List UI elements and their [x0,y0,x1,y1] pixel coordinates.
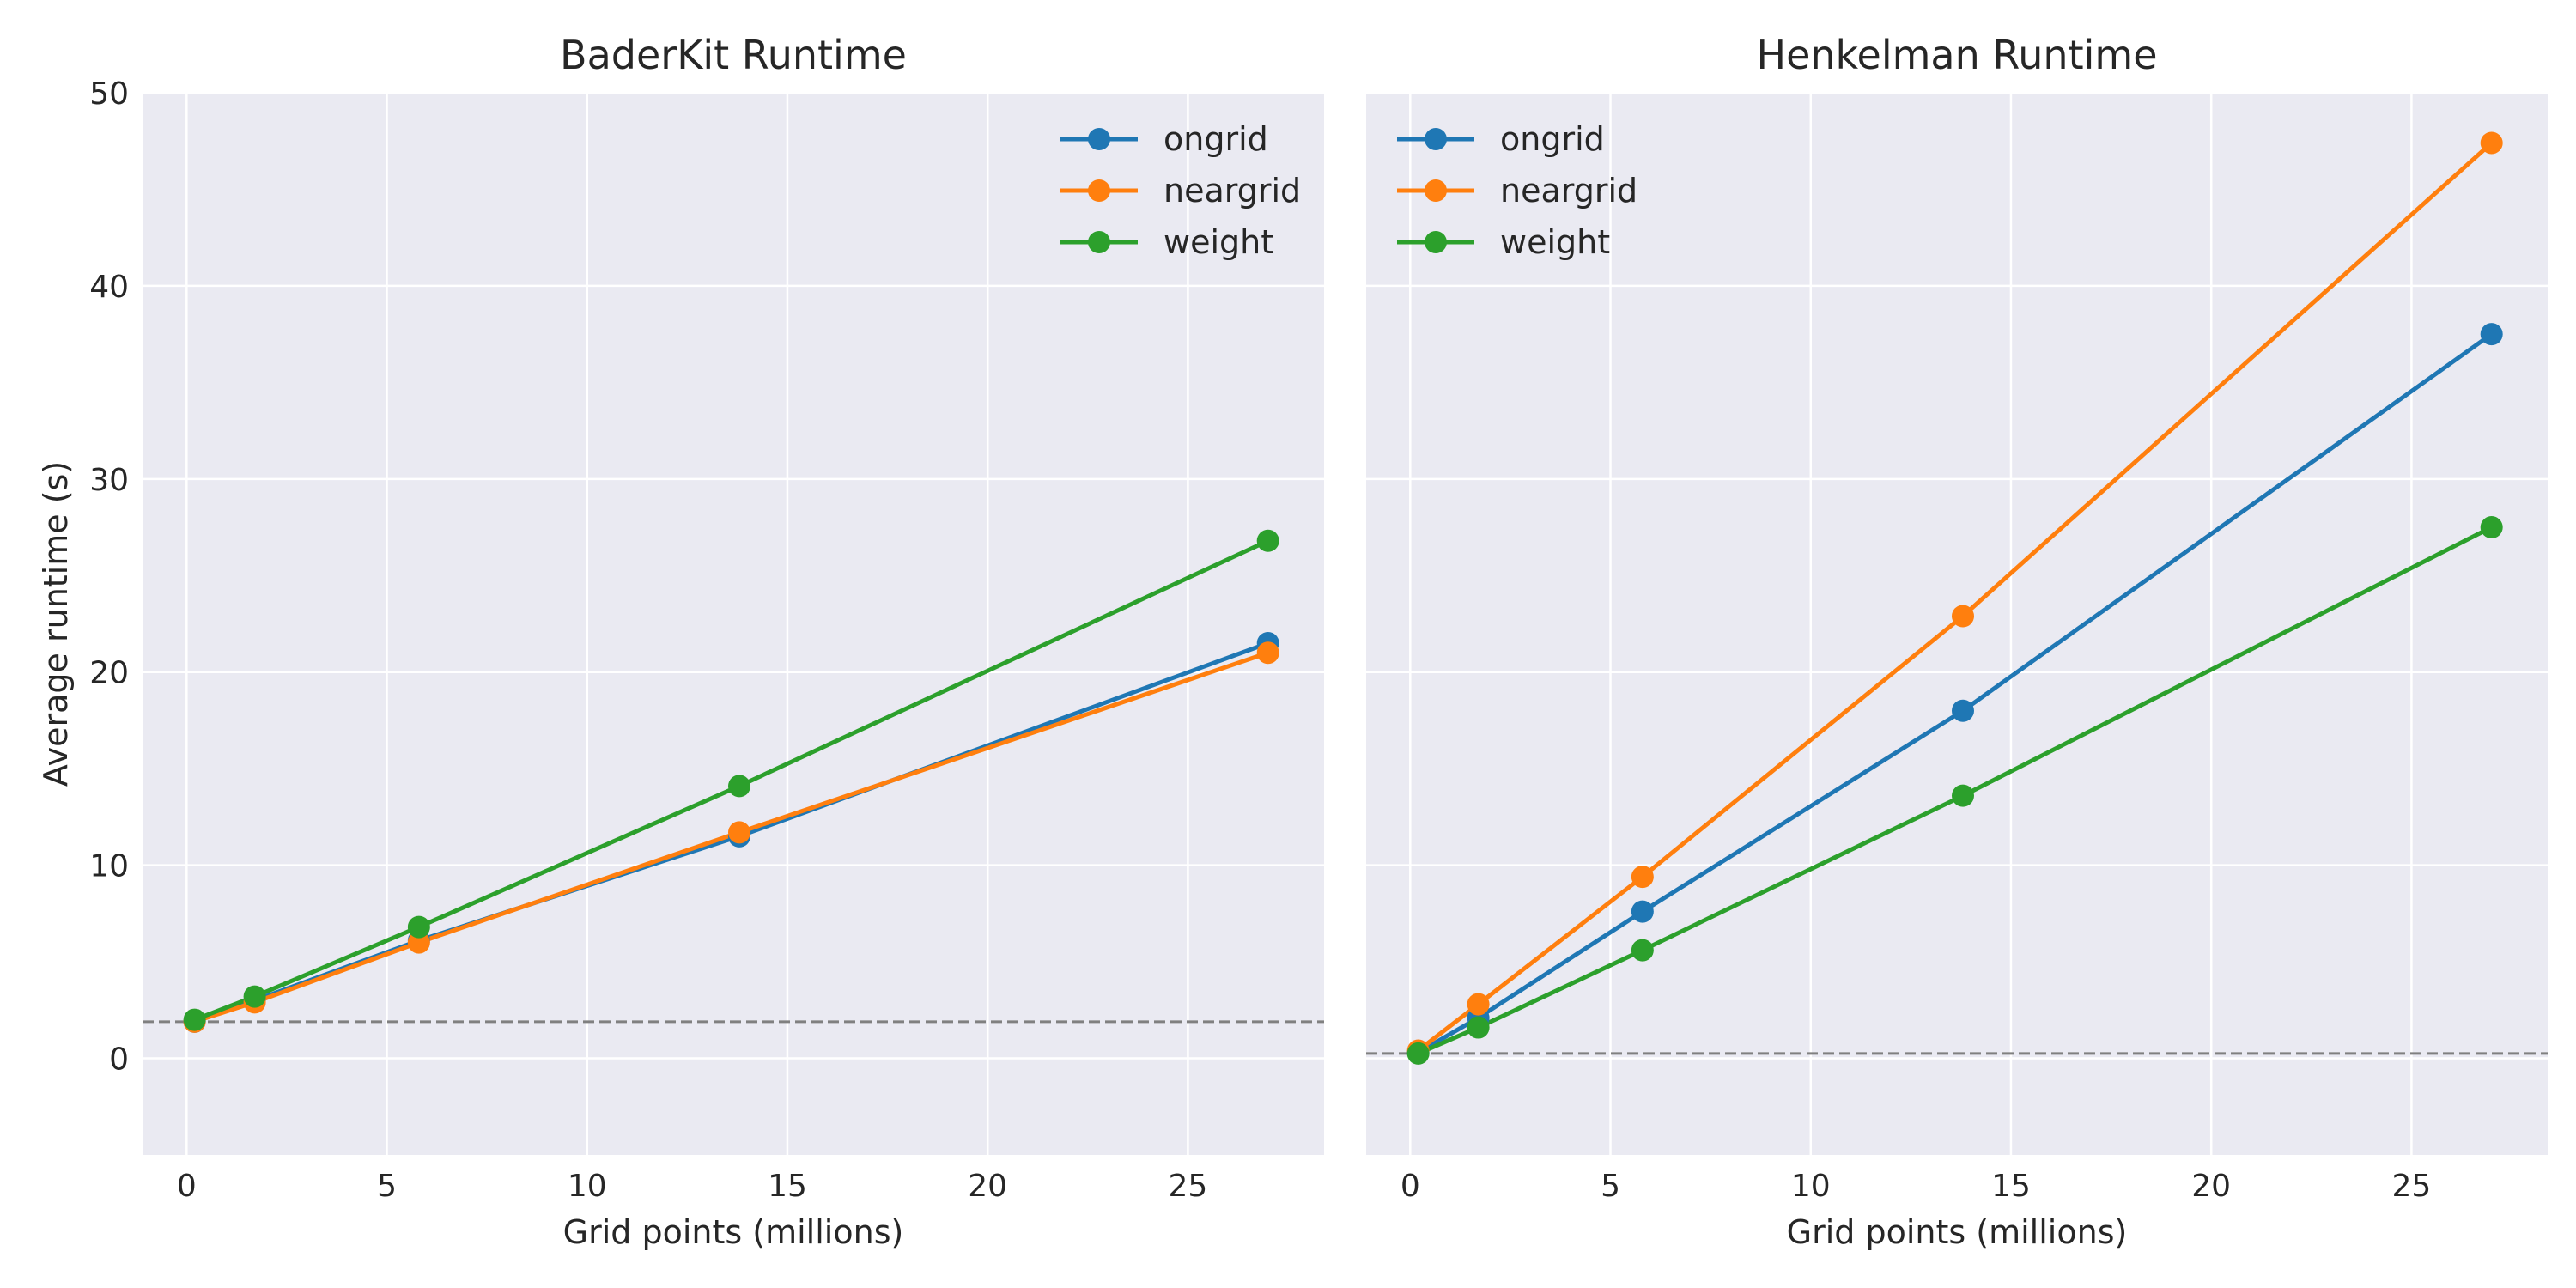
plot-area [143,93,1324,1155]
data-point-ongrid [1951,699,1974,722]
legend-marker-ongrid [1425,128,1447,150]
legend-label-neargrid: neargrid [1163,172,1301,210]
data-point-ongrid [2480,323,2503,346]
y-tick-label: 0 [109,1042,129,1078]
chart-panel-1: 0 5 10 15 20 25 0 10 20 30 40 50 BaderKit Runtime Gri… [37,32,1324,1251]
legend: ongrid neargrid weight [1397,120,1637,261]
data-point-weight [1467,1016,1490,1039]
y-tick-label: 30 [89,463,129,498]
data-point-neargrid [727,821,750,844]
data-point-neargrid [1256,641,1279,665]
data-point-weight [1256,529,1279,552]
legend: ongrid neargrid weight [1060,120,1301,261]
x-tick-label: 15 [768,1169,807,1204]
legend-label-weight: weight [1500,223,1610,261]
data-point-weight [727,775,750,798]
data-point-neargrid [407,931,430,954]
x-tick-label: 25 [2392,1169,2432,1204]
y-axis-label: Average runtime (s) [37,461,75,787]
data-point-weight [1951,784,1974,807]
chart-panel-2: 0 5 10 15 20 25 Henkelman Runtime Grid points (… [1366,32,2548,1251]
data-point-ongrid [1631,900,1654,923]
y-tick-label: 20 [89,656,129,691]
legend-label-ongrid: ongrid [1500,120,1605,158]
data-point-weight [1406,1042,1430,1065]
x-tick-label: 0 [1400,1169,1420,1204]
x-axis-label: Grid points (millions) [1787,1213,2128,1251]
legend-marker-ongrid [1088,128,1110,150]
x-tick-label: 5 [1601,1169,1620,1204]
legend-label-weight: weight [1163,223,1273,261]
legend-marker-neargrid [1425,179,1447,202]
x-tick-label: 10 [568,1169,607,1204]
legend-marker-weight [1425,231,1447,253]
x-tick-label: 15 [1991,1169,2031,1204]
legend-marker-weight [1088,231,1110,253]
x-tick-label: 20 [968,1169,1007,1204]
y-tick-label: 50 [89,76,129,112]
chart-title: BaderKit Runtime [560,32,907,78]
legend-marker-neargrid [1088,179,1110,202]
data-point-weight [2480,516,2503,539]
data-point-neargrid [1467,993,1490,1016]
y-tick-label: 40 [89,270,129,305]
legend-label-ongrid: ongrid [1163,120,1268,158]
data-point-neargrid [1631,866,1654,889]
x-tick-label: 0 [177,1169,197,1204]
data-point-weight [1631,939,1654,962]
legend-label-neargrid: neargrid [1500,172,1637,210]
y-tick-label: 10 [89,849,129,884]
x-axis-label: Grid points (millions) [563,1213,904,1251]
data-point-neargrid [1951,605,1974,628]
x-tick-label: 5 [377,1169,397,1204]
data-point-neargrid [2480,131,2503,155]
x-tick-label: 20 [2191,1169,2231,1204]
chart-title: Henkelman Runtime [1756,32,2157,78]
data-point-weight [243,985,266,1008]
data-point-weight [407,915,430,939]
x-tick-label: 25 [1169,1169,1208,1204]
data-point-weight [183,1008,206,1031]
x-tick-label: 10 [1791,1169,1831,1204]
